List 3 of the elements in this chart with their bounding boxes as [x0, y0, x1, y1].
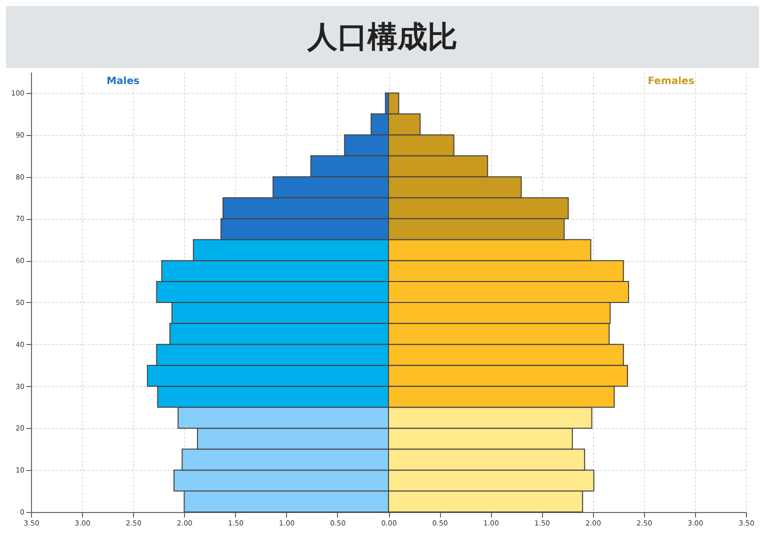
- text: Females: [648, 76, 694, 87]
- text: Males: [106, 76, 140, 87]
- chart-title: 人口構成比: [6, 6, 759, 68]
